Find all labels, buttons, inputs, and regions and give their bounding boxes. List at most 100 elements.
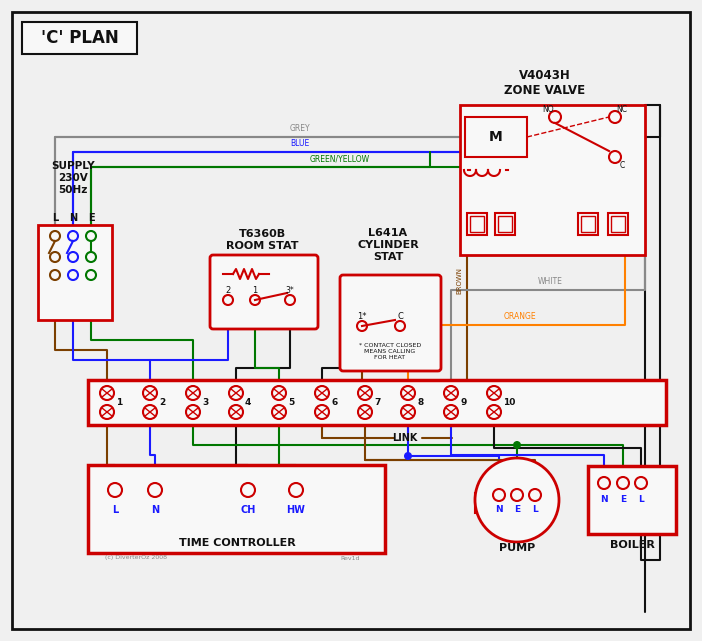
Text: 1*: 1* bbox=[357, 312, 366, 320]
Circle shape bbox=[358, 405, 372, 419]
Circle shape bbox=[50, 231, 60, 241]
Circle shape bbox=[223, 295, 233, 305]
Circle shape bbox=[598, 477, 610, 489]
Text: V4043H
ZONE VALVE: V4043H ZONE VALVE bbox=[505, 69, 585, 97]
Text: 1: 1 bbox=[253, 285, 258, 294]
Circle shape bbox=[229, 405, 243, 419]
Text: L: L bbox=[112, 505, 118, 515]
Circle shape bbox=[68, 231, 78, 241]
Circle shape bbox=[635, 477, 647, 489]
Circle shape bbox=[272, 386, 286, 400]
Circle shape bbox=[100, 386, 114, 400]
Text: 9: 9 bbox=[460, 397, 466, 406]
Text: NC: NC bbox=[616, 104, 628, 113]
Circle shape bbox=[358, 386, 372, 400]
Text: BROWN: BROWN bbox=[456, 267, 462, 294]
Text: 3*: 3* bbox=[286, 285, 294, 294]
Circle shape bbox=[143, 405, 157, 419]
Text: N: N bbox=[495, 506, 503, 515]
Circle shape bbox=[617, 477, 629, 489]
Circle shape bbox=[285, 295, 295, 305]
Text: GREY: GREY bbox=[290, 124, 310, 133]
Text: M: M bbox=[489, 130, 503, 144]
Text: L: L bbox=[638, 494, 644, 503]
Text: L641A
CYLINDER
STAT: L641A CYLINDER STAT bbox=[357, 228, 419, 262]
Bar bbox=[38, 225, 112, 320]
Circle shape bbox=[357, 321, 367, 331]
Bar bbox=[467, 213, 487, 235]
Circle shape bbox=[143, 386, 157, 400]
Bar bbox=[22, 22, 137, 54]
Text: Rev1d: Rev1d bbox=[340, 556, 359, 560]
Circle shape bbox=[86, 231, 96, 241]
Circle shape bbox=[315, 405, 329, 419]
Circle shape bbox=[513, 441, 521, 449]
Text: HW: HW bbox=[286, 505, 305, 515]
Text: 2: 2 bbox=[159, 397, 165, 406]
Circle shape bbox=[186, 405, 200, 419]
Text: E: E bbox=[514, 506, 520, 515]
Bar bbox=[581, 216, 595, 232]
Bar bbox=[495, 213, 515, 235]
Bar bbox=[526, 493, 542, 513]
Circle shape bbox=[444, 405, 458, 419]
Circle shape bbox=[529, 489, 541, 501]
Text: N: N bbox=[69, 213, 77, 223]
Bar bbox=[470, 216, 484, 232]
Circle shape bbox=[609, 151, 621, 163]
Text: ORANGE: ORANGE bbox=[504, 312, 536, 321]
Text: E: E bbox=[88, 213, 94, 223]
Text: LINK: LINK bbox=[392, 433, 418, 443]
Text: (c) DiverterOz 2008: (c) DiverterOz 2008 bbox=[105, 556, 167, 560]
Text: 1: 1 bbox=[116, 397, 122, 406]
Bar bbox=[475, 493, 491, 513]
Text: NO: NO bbox=[542, 104, 554, 113]
Circle shape bbox=[404, 452, 412, 460]
Circle shape bbox=[50, 252, 60, 262]
Circle shape bbox=[86, 270, 96, 280]
Circle shape bbox=[241, 483, 255, 497]
Bar bbox=[498, 216, 512, 232]
Text: GREEN/YELLOW: GREEN/YELLOW bbox=[310, 154, 370, 163]
Text: L: L bbox=[52, 213, 58, 223]
Text: PUMP: PUMP bbox=[499, 543, 535, 553]
Circle shape bbox=[549, 111, 561, 123]
Circle shape bbox=[50, 270, 60, 280]
Circle shape bbox=[86, 252, 96, 262]
Circle shape bbox=[272, 405, 286, 419]
Bar bbox=[611, 216, 625, 232]
Circle shape bbox=[511, 489, 523, 501]
Text: C: C bbox=[397, 312, 403, 320]
Bar bbox=[588, 466, 676, 534]
FancyBboxPatch shape bbox=[340, 275, 441, 371]
Bar bbox=[465, 117, 527, 157]
Text: 'C' PLAN: 'C' PLAN bbox=[41, 29, 119, 47]
Text: 6: 6 bbox=[331, 397, 337, 406]
Circle shape bbox=[609, 111, 621, 123]
Circle shape bbox=[289, 483, 303, 497]
Text: C: C bbox=[619, 160, 625, 169]
Bar bbox=[88, 380, 666, 425]
Bar bbox=[460, 105, 645, 255]
Circle shape bbox=[108, 483, 122, 497]
Circle shape bbox=[68, 270, 78, 280]
Text: CH: CH bbox=[240, 505, 256, 515]
Text: TIME CONTROLLER: TIME CONTROLLER bbox=[178, 538, 296, 548]
Text: 10: 10 bbox=[503, 397, 515, 406]
Circle shape bbox=[487, 386, 501, 400]
Circle shape bbox=[68, 252, 78, 262]
Text: 7: 7 bbox=[374, 397, 380, 406]
Bar bbox=[608, 213, 628, 235]
Circle shape bbox=[401, 386, 415, 400]
Circle shape bbox=[250, 295, 260, 305]
Text: 2: 2 bbox=[225, 285, 231, 294]
Circle shape bbox=[475, 458, 559, 542]
Text: SUPPLY
230V
50Hz: SUPPLY 230V 50Hz bbox=[51, 162, 95, 195]
Circle shape bbox=[148, 483, 162, 497]
Bar bbox=[88, 465, 385, 553]
Text: WHITE: WHITE bbox=[538, 277, 562, 286]
Text: E: E bbox=[620, 494, 626, 503]
Text: 3: 3 bbox=[202, 397, 208, 406]
FancyBboxPatch shape bbox=[210, 255, 318, 329]
Circle shape bbox=[229, 386, 243, 400]
